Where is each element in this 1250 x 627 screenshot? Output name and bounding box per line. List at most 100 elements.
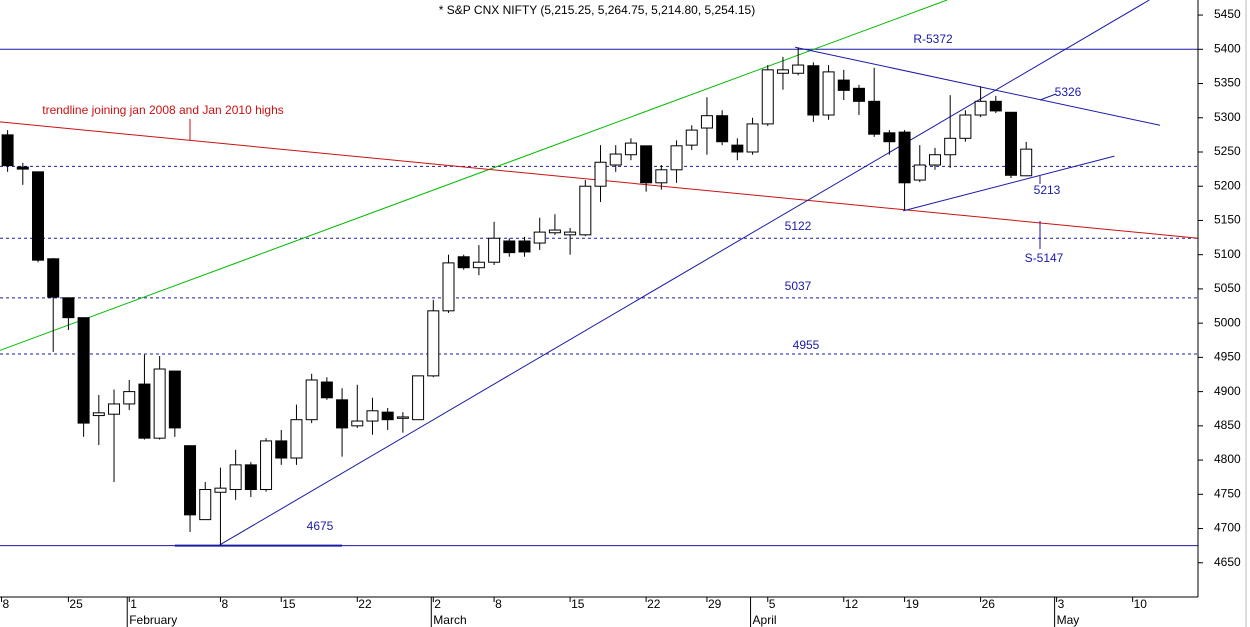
trend-line: [0, 0, 948, 351]
y-tick-label: 5050: [1214, 281, 1241, 295]
candle-body: [92, 412, 105, 417]
candle-body: [351, 420, 364, 427]
annotation: S-5147: [1025, 251, 1064, 265]
candle-body: [47, 258, 60, 298]
y-tick-label: 4750: [1214, 486, 1241, 500]
candle-body: [761, 69, 774, 125]
candle-body: [16, 166, 29, 170]
trend-line: [219, 0, 1150, 546]
x-tick-label: 19: [906, 597, 920, 611]
x-tick-label: 25: [69, 597, 83, 611]
candle-body: [883, 132, 896, 143]
x-tick-label: 2: [434, 597, 441, 611]
candle-body: [655, 169, 668, 184]
x-tick-label: 15: [282, 597, 296, 611]
candle-body: [716, 115, 729, 143]
candle-body: [503, 240, 516, 254]
candle-body: [381, 411, 394, 421]
candle-body: [518, 240, 531, 253]
x-tick-label: 29: [708, 597, 722, 611]
candle-body: [792, 64, 805, 74]
candle-body: [488, 237, 501, 263]
y-tick-label: 5350: [1214, 76, 1241, 90]
candle-body: [837, 79, 850, 91]
candle-body: [168, 370, 181, 429]
candle-body: [609, 153, 622, 166]
candle-body: [62, 297, 75, 319]
candle-body: [776, 69, 789, 74]
candle-body: [214, 487, 227, 493]
candle-body: [640, 145, 653, 184]
month-label: May: [1057, 613, 1080, 627]
candle-body: [564, 231, 577, 236]
candle-body: [244, 464, 257, 491]
annotation: 5037: [785, 279, 812, 293]
candle-body: [260, 440, 273, 491]
candle-body: [1005, 111, 1018, 176]
candle-body: [533, 231, 546, 244]
candle-body: [305, 379, 318, 421]
trend-line: [902, 155, 1115, 212]
annotation: R-5372: [913, 32, 953, 46]
candle-body: [412, 375, 425, 421]
x-tick-label: 10: [1134, 597, 1148, 611]
annotation: 5213: [1034, 183, 1061, 197]
candle-body: [457, 256, 470, 269]
y-tick-label: 5100: [1214, 247, 1241, 261]
candle-body: [579, 185, 592, 236]
y-tick-label: 4650: [1214, 555, 1241, 569]
x-tick-label: 15: [571, 597, 585, 611]
x-tick-label: 5: [769, 597, 776, 611]
y-tick-label: 5000: [1214, 315, 1241, 329]
x-tick-label: 1: [130, 597, 137, 611]
y-tick-label: 5200: [1214, 178, 1241, 192]
pointer: [1039, 93, 1057, 101]
candle-body: [548, 229, 561, 234]
y-tick-label: 4700: [1214, 521, 1241, 535]
candle-body: [199, 489, 212, 521]
y-tick-label: 5400: [1214, 41, 1241, 55]
candle-body: [928, 154, 941, 166]
candle-body: [944, 137, 957, 156]
y-tick-label: 5250: [1214, 144, 1241, 158]
candle-body: [108, 403, 121, 415]
candle-body: [290, 419, 303, 459]
candle-body: [959, 114, 972, 139]
month-label: February: [129, 613, 177, 627]
candle-body: [32, 171, 45, 261]
y-tick-label: 5300: [1214, 110, 1241, 124]
y-tick-label: 4950: [1214, 350, 1241, 364]
annotation: 5122: [785, 219, 812, 233]
candle-body: [670, 145, 683, 171]
y-tick-label: 5150: [1214, 213, 1241, 227]
y-tick-label: 4850: [1214, 418, 1241, 432]
y-tick-label: 4800: [1214, 452, 1241, 466]
candle-body: [822, 71, 835, 116]
candle-body: [320, 381, 333, 399]
candle-body: [852, 87, 865, 102]
x-tick-label: 8: [221, 597, 228, 611]
candle-body: [396, 416, 409, 419]
candle-body: [685, 129, 698, 146]
x-tick-label: 3: [1058, 597, 1065, 611]
y-tick-label: 5450: [1214, 7, 1241, 21]
candle-body: [868, 100, 881, 135]
candle-body: [336, 399, 349, 429]
x-tick-label: 12: [845, 597, 859, 611]
trend-line: [795, 46, 1161, 126]
month-label: April: [753, 613, 777, 627]
candle-body: [472, 261, 485, 269]
candle-body: [123, 391, 136, 405]
candle-body: [594, 161, 607, 187]
candle-body: [138, 383, 151, 439]
candle-body: [989, 100, 1002, 112]
x-tick-label: 22: [358, 597, 372, 611]
x-tick-label: 26: [982, 597, 996, 611]
x-tick-label: 8: [3, 597, 10, 611]
candle-body: [427, 310, 440, 377]
candle-body: [77, 317, 90, 424]
candle-body: [624, 142, 637, 156]
month-label: March: [433, 613, 466, 627]
x-tick-label: 8: [495, 597, 502, 611]
